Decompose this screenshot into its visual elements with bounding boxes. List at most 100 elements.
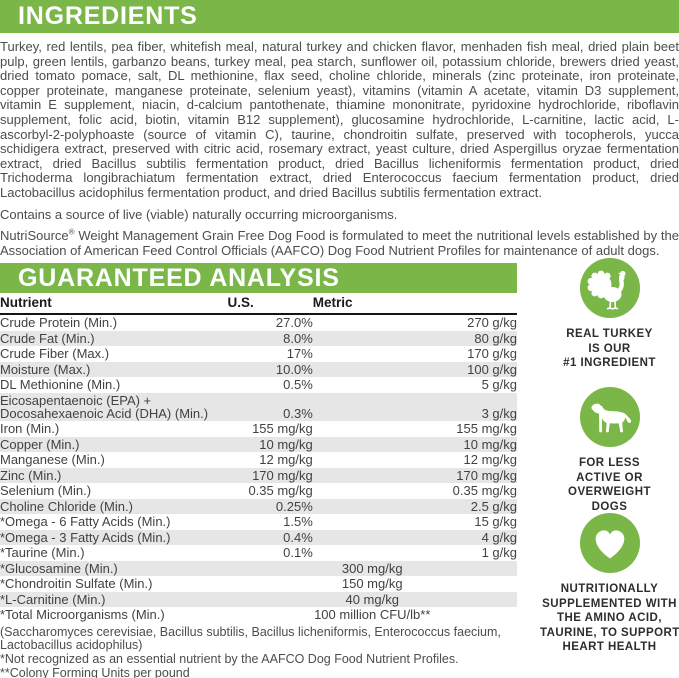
nutrient-value: 300 mg/kg <box>341 560 403 576</box>
table-row: *Omega - 6 Fatty Acids (Min.) 1.5% 15 g/kg <box>0 514 517 530</box>
table-row: *Chondroitin Sulfate (Min.) 150 mg/kg <box>0 576 517 592</box>
column-header-nutrient: Nutrient <box>0 294 228 315</box>
table-row: Crude Fat (Min.) 8.0% 80 g/kg <box>0 330 517 346</box>
footnotes: (Saccharomyces cerevisiae, Bacillus subt… <box>0 624 517 678</box>
nutrient-label: *L-Carnitine (Min.) <box>0 591 106 607</box>
table-row: *Glucosamine (Min.) 300 mg/kg <box>0 560 517 576</box>
microorganism-species-footnote: (Saccharomyces cerevisiae, Bacillus subt… <box>0 624 501 652</box>
live-microorganisms-note: Contains a source of live (viable) natur… <box>0 206 398 222</box>
less-active-dogs-badge-text: FOR LESS ACTIVE OR OVERWEIGHT DOGS <box>540 456 679 514</box>
nutrient-value-metric: 3 g/kg <box>481 405 517 421</box>
nutrient-value-us: 12 mg/kg <box>259 452 313 467</box>
nutrient-label: *Omega - 3 Fatty Acids (Min.) <box>0 529 171 545</box>
badge-text-line: ACTIVE OR <box>576 471 643 484</box>
nutrient-value-us: 0.5% <box>283 377 313 392</box>
nutrient-label: *Total Microorganisms (Min.) <box>0 607 165 622</box>
nutrient-value-metric: 5 g/kg <box>481 377 517 392</box>
nutrient-value-us: 0.3% <box>283 405 313 421</box>
nutrient-value-metric: 12 mg/kg <box>463 452 517 467</box>
aafco-statement: NutriSource® Weight Management Grain Fre… <box>0 227 679 258</box>
nutrient-label: *Omega - 6 Fatty Acids (Min.) <box>0 514 171 529</box>
less-active-dogs-badge: FOR LESS ACTIVE OR OVERWEIGHT DOGS <box>540 387 679 514</box>
badge-text-line: TAURINE, TO SUPPORT <box>540 626 679 639</box>
nutrient-value: 40 mg/kg <box>345 591 399 607</box>
nutrient-label: *Glucosamine (Min.) <box>0 560 118 576</box>
nutrient-value-metric: 155 mg/kg <box>456 421 517 436</box>
badge-text-line: #1 INGREDIENT <box>563 357 656 370</box>
nutrient-label: Copper (Min.) <box>0 436 80 452</box>
table-row: Moisture (Max.) 10.0% 100 g/kg <box>0 361 517 377</box>
table-row: *L-Carnitine (Min.) 40 mg/kg <box>0 591 517 607</box>
heart-icon <box>579 513 640 573</box>
nutrient-value-metric: 80 g/kg <box>474 330 517 346</box>
nutrient-value-us: 170 mg/kg <box>252 467 313 483</box>
badge-text-line: FOR LESS <box>578 457 641 469</box>
nutrient-label: *Taurine (Min.) <box>0 545 85 560</box>
nutrient-value-us: 17% <box>286 346 313 361</box>
badge-text-line: DOGS <box>591 500 628 513</box>
nutrient-label: Eicosapentaenoic (EPA) + Docosahexaenoic… <box>0 392 209 421</box>
nutrient-value-metric: 2.5 g/kg <box>470 498 517 514</box>
badge-text-line: REAL TURKEY <box>566 328 653 340</box>
badge-text-line: NUTRITIONALLY <box>560 583 659 595</box>
aafco-statement-text: Weight Management Grain Free Dog Food is… <box>0 228 679 258</box>
badge-text-line: OVERWEIGHT <box>568 486 651 499</box>
badge-text-line: IS OUR <box>588 342 631 355</box>
table-row: Crude Fiber (Max.) 17% 170 g/kg <box>0 346 517 362</box>
table-row: Copper (Min.) 10 mg/kg 10 mg/kg <box>0 436 517 452</box>
ingredients-section: Turkey, red lentils, pea fiber, whitefis… <box>0 39 679 265</box>
nutrient-value-us: 1.5% <box>283 514 313 529</box>
not-recognized-footnote: *Not recognized as an essential nutrient… <box>0 651 459 666</box>
cfu-footnote: **Colony Forming Units per pound <box>0 666 190 678</box>
badge-text-line: THE AMINO ACID, <box>557 612 662 625</box>
nutrient-value-us: 0.35 mg/kg <box>248 483 313 498</box>
table-row: *Omega - 3 Fatty Acids (Min.) 0.4% 4 g/kg <box>0 529 517 545</box>
nutrient-value-us: 10 mg/kg <box>259 436 313 452</box>
nutrient-value-metric: 1 g/kg <box>481 545 517 560</box>
nutrient-label: *Chondroitin Sulfate (Min.) <box>0 576 153 591</box>
nutrient-label: Iron (Min.) <box>0 421 60 436</box>
guaranteed-analysis-section: Nutrient U.S. Metric Crude Protein (Min.… <box>0 294 517 678</box>
table-body: Crude Protein (Min.) 27.0% 270 g/kg Crude F… <box>0 314 517 623</box>
feature-badge-rail: REAL TURKEY IS OUR #1 INGREDIENT FOR LESS A… <box>540 0 679 678</box>
table-row: Manganese (Min.) 12 mg/kg 12 mg/kg <box>0 452 517 468</box>
column-header-us: U.S. <box>227 294 313 315</box>
table-row: Zinc (Min.) 170 mg/kg 170 mg/kg <box>0 467 517 483</box>
guaranteed-analysis-table: Nutrient U.S. Metric Crude Protein (Min.… <box>0 294 517 623</box>
nutrient-label: Manganese (Min.) <box>0 452 105 467</box>
table-row: *Taurine (Min.) 0.1% 1 g/kg <box>0 545 517 561</box>
turkey-icon <box>579 258 640 318</box>
nutrient-value-us: 10.0% <box>275 361 313 377</box>
nutrient-label: Crude Fiber (Max.) <box>0 346 110 361</box>
table-row: Selenium (Min.) 0.35 mg/kg 0.35 mg/kg <box>0 483 517 499</box>
nutrient-value-us: 0.1% <box>283 545 313 560</box>
nutrient-label: Moisture (Max.) <box>0 361 91 377</box>
nutrient-value-us: 0.4% <box>283 529 313 545</box>
nutrient-value-metric: 270 g/kg <box>467 315 517 330</box>
nutrient-value-us: 0.25% <box>275 498 313 514</box>
nutrient-value: 100 million CFU/lb** <box>314 607 431 622</box>
table-row: Choline Chloride (Min.) 0.25% 2.5 g/kg <box>0 498 517 514</box>
nutrient-value-metric: 100 g/kg <box>467 361 517 377</box>
ingredients-header-bar: INGREDIENTS <box>0 0 679 33</box>
nutrient-value: 150 mg/kg <box>341 576 403 591</box>
nutrient-label: DL Methionine (Min.) <box>0 377 121 392</box>
nutrient-value-us: 27.0% <box>275 315 313 330</box>
guaranteed-analysis-title: GUARANTEED ANALYSIS <box>18 264 340 292</box>
table-header-row: Nutrient U.S. Metric <box>0 294 517 315</box>
table-row: Eicosapentaenoic (EPA) + Docosahexaenoic… <box>0 392 517 421</box>
guaranteed-analysis-header-bar: GUARANTEED ANALYSIS <box>0 263 517 293</box>
table-row: *Total Microorganisms (Min.) 100 million … <box>0 607 517 623</box>
ingredients-list: Turkey, red lentils, pea fiber, whitefis… <box>0 39 679 200</box>
dog-icon <box>579 387 640 447</box>
real-turkey-badge: REAL TURKEY IS OUR #1 INGREDIENT <box>540 258 679 371</box>
table-row: DL Methionine (Min.) 0.5% 5 g/kg <box>0 377 517 393</box>
nutrient-value-metric: 4 g/kg <box>481 529 517 545</box>
ingredients-title: INGREDIENTS <box>18 2 198 30</box>
table-row: Crude Protein (Min.) 27.0% 270 g/kg <box>0 314 517 331</box>
real-turkey-badge-text: REAL TURKEY IS OUR #1 INGREDIENT <box>540 327 679 371</box>
registered-trademark-symbol: ® <box>68 227 75 237</box>
badge-text-line: SUPPLEMENTED WITH <box>542 597 677 610</box>
nutrient-label: Crude Fat (Min.) <box>0 330 95 346</box>
